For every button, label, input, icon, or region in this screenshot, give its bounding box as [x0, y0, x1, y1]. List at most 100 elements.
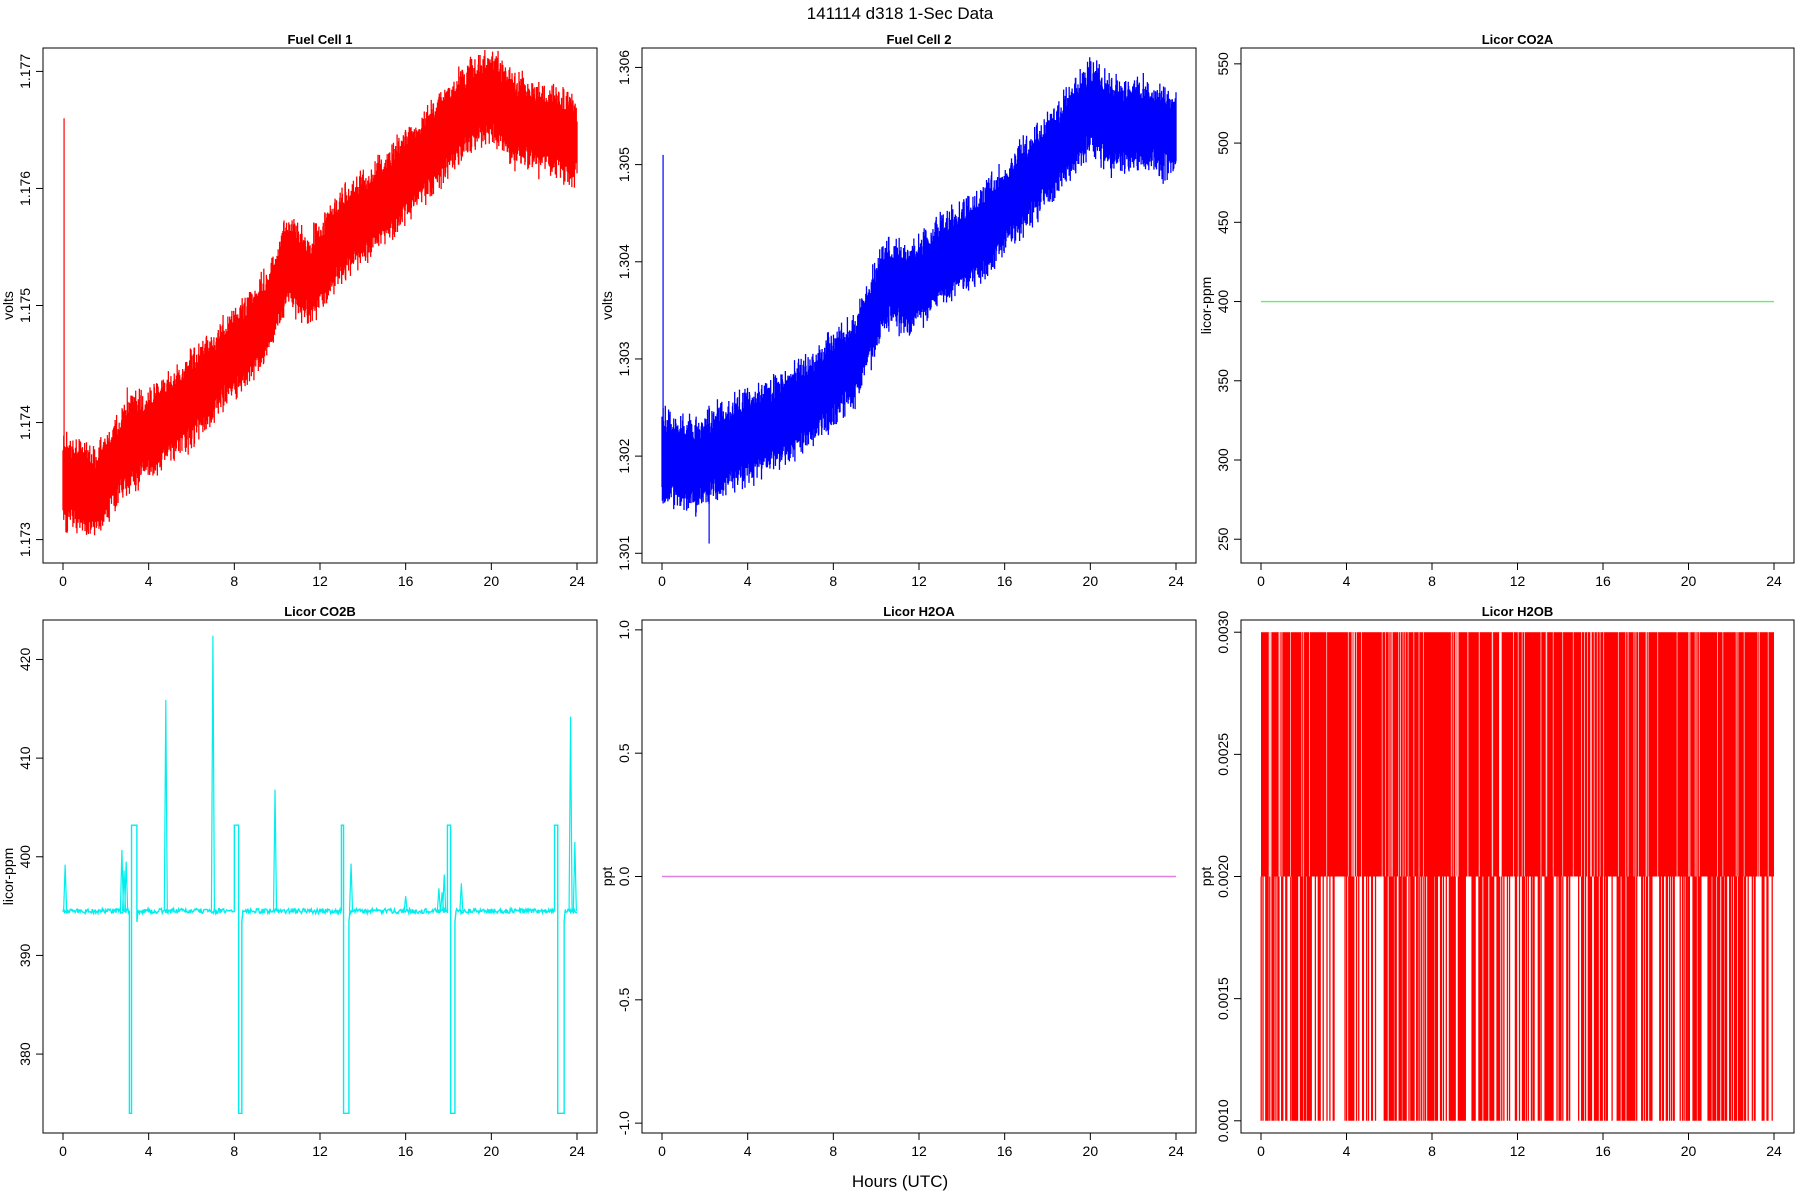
x-tick-label: 12 [911, 573, 927, 589]
data-spike [124, 861, 129, 912]
data-spike [163, 699, 168, 912]
y-tick-label: 1.304 [616, 244, 632, 279]
x-tick-label: 8 [230, 1143, 238, 1159]
y-tick-label: 400 [17, 845, 33, 869]
data-band [661, 57, 1177, 517]
panel-title: Licor CO2B [284, 604, 356, 619]
panel-5: Licor H2OA ppt 0 4 8 12 16 20 24 -1.0 -0.5 0.0 0.5 1.… [599, 604, 1197, 1159]
y-tick-label: 0.0030 [1215, 611, 1231, 654]
data-spike [403, 896, 408, 912]
data-spike [272, 789, 278, 912]
x-tick-label: 12 [1510, 573, 1526, 589]
y-tick-label: 0.5 [616, 743, 632, 763]
x-tick-label: 4 [145, 1143, 153, 1159]
x-tick-label: 24 [1766, 573, 1782, 589]
x-tick-label: 0 [1257, 1143, 1265, 1159]
x-tick-label: 8 [1428, 1143, 1436, 1159]
data-gaps [1268, 632, 1769, 877]
panel-2: Fuel Cell 2 volts 0 4 8 12 16 20 24 1.301 1.302 1.3… [599, 32, 1197, 589]
x-tick-label: 16 [1595, 573, 1611, 589]
y-tick-label: 350 [1215, 369, 1231, 393]
y-tick-label: 1.0 [616, 620, 632, 640]
x-tick-label: 20 [1083, 1143, 1099, 1159]
y-tick-label: 500 [1215, 131, 1231, 155]
x-tick-label: 24 [1168, 573, 1184, 589]
data-spike [442, 874, 447, 912]
x-tick-label: 0 [59, 1143, 67, 1159]
data-spike [459, 883, 464, 912]
x-tick-label: 16 [997, 573, 1013, 589]
x-tick-label: 8 [829, 1143, 837, 1159]
y-tick-label: 390 [17, 944, 33, 968]
y-axis-label: ppt [599, 867, 615, 887]
panel-title: Licor CO2A [1482, 32, 1554, 47]
x-tick-label: 12 [312, 573, 328, 589]
data-line [62, 824, 578, 1114]
y-axis-label: licor-ppm [0, 848, 16, 906]
y-tick-label: 0.0 [616, 867, 632, 887]
y-tick-label: 250 [1215, 527, 1231, 551]
y-tick-label: 1.177 [17, 54, 33, 89]
panel-title: Fuel Cell 2 [886, 32, 951, 47]
x-tick-label: 0 [59, 573, 67, 589]
data-drops [1260, 876, 1773, 1121]
y-tick-label: -0.5 [616, 988, 632, 1012]
y-tick-label: 0.0015 [1215, 977, 1231, 1020]
series [62, 50, 578, 536]
x-tick-label: 24 [569, 573, 585, 589]
x-tick-label: 8 [1428, 573, 1436, 589]
y-tick-label: 1.306 [616, 50, 632, 85]
x-tick-label: 4 [744, 1143, 752, 1159]
y-axis-label: licor-ppm [1198, 277, 1214, 335]
y-tick-label: 1.176 [17, 171, 33, 206]
panel-title: Licor H2OA [883, 604, 955, 619]
x-tick-label: 0 [1257, 573, 1265, 589]
data-spike [568, 716, 573, 912]
y-tick-label: 380 [17, 1042, 33, 1066]
x-tick-label: 4 [145, 573, 153, 589]
series [661, 57, 1177, 544]
y-tick-label: 420 [17, 648, 33, 672]
y-tick-label: 1.175 [17, 288, 33, 323]
x-tick-label: 4 [1343, 1143, 1351, 1159]
data-spike [436, 888, 441, 912]
x-tick-label: 16 [398, 1143, 414, 1159]
y-tick-label: 1.174 [17, 405, 33, 440]
y-tick-label: 550 [1215, 52, 1231, 76]
panel-title: Fuel Cell 1 [287, 32, 352, 47]
x-tick-label: 20 [484, 573, 500, 589]
x-tick-label: 24 [1766, 1143, 1782, 1159]
x-tick-label: 20 [484, 1143, 500, 1159]
y-tick-label: 1.303 [616, 341, 632, 376]
y-tick-label: 1.173 [17, 522, 33, 557]
y-tick-label: 1.305 [616, 147, 632, 182]
panel-6: Licor H2OB ppt 0 4 8 12 16 20 24 0.0010 0.0015 0.00… [1198, 604, 1795, 1159]
panels: Fuel Cell 1 volts 0 4 8 12 16 20 24 1.173 1.174 1.1… [0, 32, 1795, 1159]
x-tick-label: 12 [911, 1143, 927, 1159]
y-axis-label: ppt [1198, 867, 1214, 887]
x-tick-label: 16 [997, 1143, 1013, 1159]
x-tick-label: 12 [1510, 1143, 1526, 1159]
x-tick-label: 8 [230, 573, 238, 589]
data-spike [572, 841, 577, 912]
x-tick-label: 12 [312, 1143, 328, 1159]
panel-3: Licor CO2A licor-ppm 0 4 8 12 16 20 24 250 300 350 4… [1198, 32, 1795, 589]
panel-1: Fuel Cell 1 volts 0 4 8 12 16 20 24 1.173 1.174 1.1… [0, 32, 598, 589]
x-tick-label: 20 [1681, 573, 1697, 589]
x-tick-label: 20 [1681, 1143, 1697, 1159]
y-tick-label: -1.0 [616, 1111, 632, 1135]
y-tick-label: 0.0020 [1215, 855, 1231, 898]
x-tick-label: 20 [1083, 573, 1099, 589]
data-spike [348, 863, 354, 912]
series [1260, 632, 1774, 1121]
x-tick-label: 16 [398, 573, 414, 589]
panel-4: Licor CO2B licor-ppm 0 4 8 12 16 20 24 380 390 400 4… [0, 604, 598, 1159]
data-spike [63, 864, 68, 912]
y-tick-label: 300 [1215, 448, 1231, 472]
y-tick-label: 1.302 [616, 438, 632, 473]
x-tick-label: 4 [1343, 573, 1351, 589]
series [62, 635, 578, 1114]
data-band [62, 50, 578, 536]
y-tick-label: 1.301 [616, 536, 632, 571]
panel-title: Licor H2OB [1482, 604, 1554, 619]
